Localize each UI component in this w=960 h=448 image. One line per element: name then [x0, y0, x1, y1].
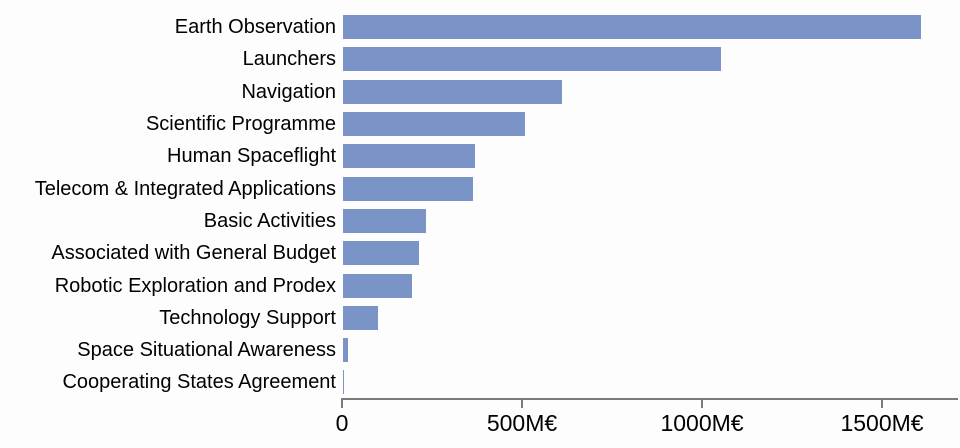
category-label: Cooperating States Agreement: [62, 371, 336, 394]
category-label: Basic Activities: [203, 209, 336, 232]
category-label: Scientific Programme: [145, 113, 336, 136]
x-tick-label: 500M€: [486, 410, 558, 436]
bar-row: Earth Observation: [0, 11, 960, 43]
x-axis-line: [342, 398, 958, 400]
bar-track: [343, 269, 960, 301]
category-label: Telecom & Integrated Applications: [34, 177, 336, 200]
bar-row: Cooperating States Agreement: [0, 366, 960, 398]
category-label: Navigation: [241, 80, 336, 103]
bar: [343, 144, 475, 169]
category-label: Associated with General Budget: [51, 242, 336, 265]
bar-track: [343, 366, 960, 398]
bar: [343, 338, 349, 363]
bar: [343, 47, 721, 72]
bar: [343, 112, 526, 137]
category-label: Earth Observation: [174, 16, 336, 39]
x-axis: 0 500M€ 1000M€ 1500M€: [336, 398, 958, 446]
bar-row: Basic Activities: [0, 205, 960, 237]
bar: [343, 15, 922, 40]
x-tick-label: 0: [335, 410, 349, 436]
bar-row: Human Spaceflight: [0, 140, 960, 172]
bar-row: Telecom & Integrated Applications: [0, 172, 960, 204]
bar: [343, 208, 426, 233]
category-label: Technology Support: [159, 306, 336, 329]
bar-track: [343, 302, 960, 334]
bar: [343, 79, 563, 104]
x-tick-mark: [701, 398, 704, 408]
bar: [343, 241, 420, 266]
bar-track: [343, 11, 960, 43]
bar-row: Navigation: [0, 76, 960, 108]
bar-row: Scientific Programme: [0, 108, 960, 140]
bar-track: [343, 237, 960, 269]
bar: [343, 176, 473, 201]
x-tick-label: 1500M€: [840, 410, 924, 436]
bar-track: [343, 108, 960, 140]
x-tick-mark: [341, 398, 343, 408]
bar-row: Technology Support: [0, 302, 960, 334]
x-tick-mark: [521, 398, 523, 408]
bar-row: Launchers: [0, 43, 960, 75]
category-label: Robotic Exploration and Prodex: [54, 274, 336, 297]
x-tick-mark: [881, 398, 884, 408]
x-tick-label: 1000M€: [660, 410, 744, 436]
category-label: Launchers: [242, 48, 336, 71]
bar-rows: Earth Observation Launchers Navigation Scie…: [0, 11, 960, 399]
bar: [343, 370, 345, 395]
bar: [343, 273, 412, 298]
bar-track: [343, 172, 960, 204]
bar-track: [343, 140, 960, 172]
bar-track: [343, 43, 960, 75]
bar-track: [343, 334, 960, 366]
bar-row: Space Situational Awareness: [0, 334, 960, 366]
category-label: Space Situational Awareness: [77, 339, 336, 362]
bar: [343, 305, 378, 330]
bar-track: [343, 76, 960, 108]
category-label: Human Spaceflight: [167, 145, 336, 168]
bar-track: [343, 205, 960, 237]
bar-row: Robotic Exploration and Prodex: [0, 269, 960, 301]
bar-row: Associated with General Budget: [0, 237, 960, 269]
